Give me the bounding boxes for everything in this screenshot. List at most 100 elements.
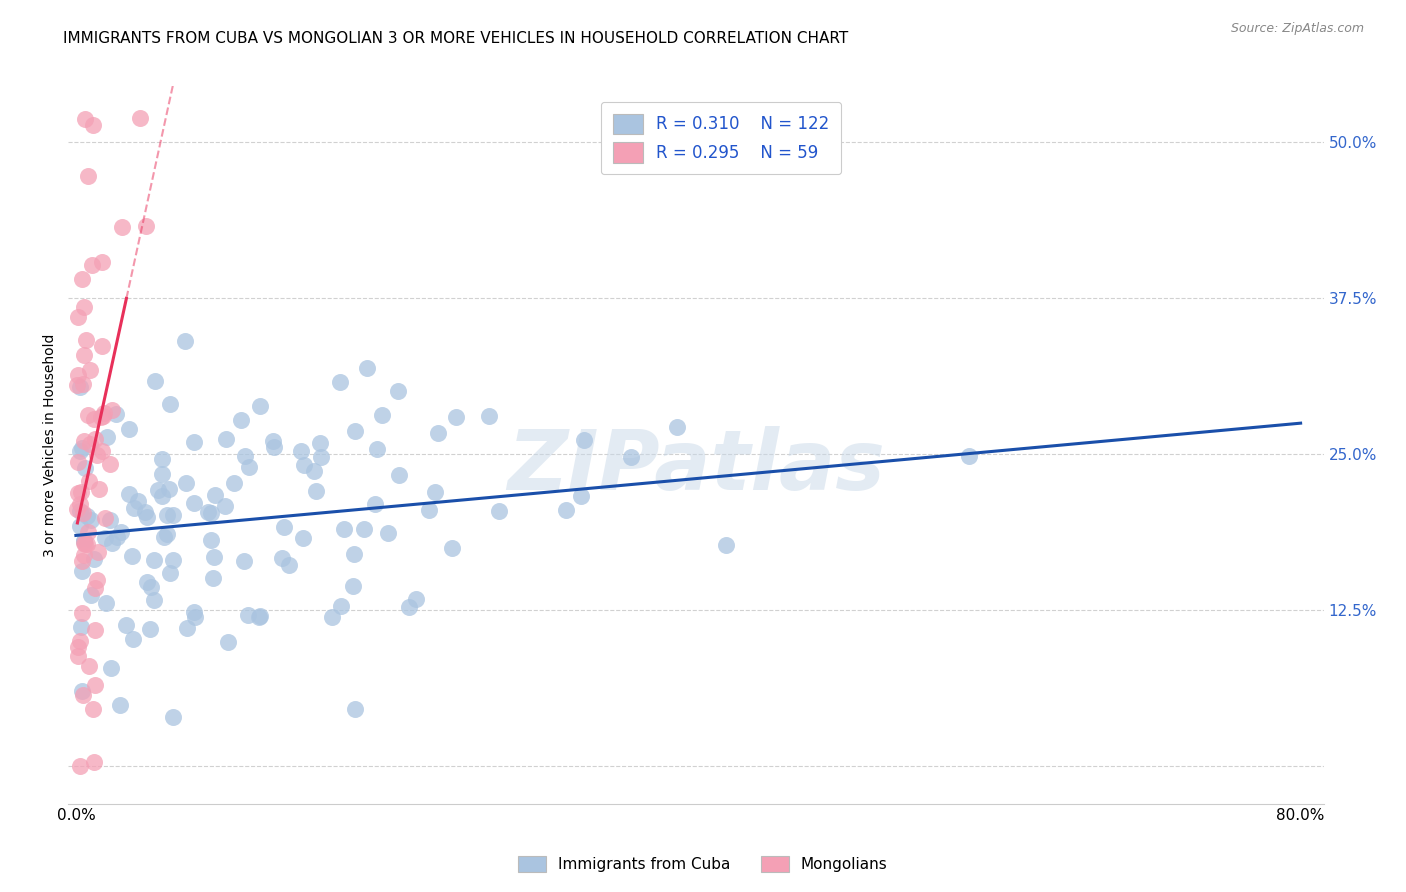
Point bbox=[309, 436, 332, 450]
Point bbox=[82, 118, 104, 132]
Point bbox=[136, 574, 159, 589]
Point bbox=[215, 432, 238, 446]
Point bbox=[157, 483, 180, 497]
Point bbox=[69, 759, 91, 773]
Point bbox=[353, 522, 375, 536]
Point bbox=[714, 538, 737, 552]
Point bbox=[122, 500, 145, 515]
Legend: Immigrants from Cuba, Mongolians: Immigrants from Cuba, Mongolians bbox=[510, 848, 896, 880]
Point bbox=[305, 483, 328, 498]
Point bbox=[121, 549, 143, 563]
Point bbox=[387, 384, 409, 398]
Point bbox=[343, 547, 366, 561]
Point bbox=[427, 426, 450, 441]
Point bbox=[69, 620, 91, 634]
Point bbox=[217, 634, 239, 648]
Point bbox=[388, 468, 411, 483]
Point bbox=[67, 455, 90, 469]
Point bbox=[72, 506, 94, 520]
Point bbox=[76, 537, 98, 551]
Point bbox=[418, 503, 440, 517]
Point bbox=[321, 609, 343, 624]
Point bbox=[249, 399, 271, 413]
Point bbox=[72, 377, 94, 392]
Point bbox=[72, 554, 94, 568]
Point bbox=[290, 443, 312, 458]
Point bbox=[90, 409, 112, 424]
Point bbox=[330, 599, 353, 613]
Text: ZIPatlas: ZIPatlas bbox=[508, 426, 884, 507]
Point bbox=[79, 363, 101, 377]
Point bbox=[100, 661, 122, 675]
Point bbox=[364, 497, 387, 511]
Point bbox=[184, 610, 207, 624]
Point bbox=[620, 450, 643, 464]
Point bbox=[200, 533, 222, 548]
Point bbox=[83, 552, 105, 566]
Point bbox=[73, 534, 96, 549]
Point bbox=[183, 605, 205, 619]
Point bbox=[142, 553, 165, 567]
Point bbox=[70, 564, 93, 578]
Point bbox=[278, 558, 301, 572]
Point bbox=[118, 422, 141, 436]
Point bbox=[292, 458, 315, 473]
Point bbox=[66, 368, 89, 383]
Point bbox=[79, 437, 101, 451]
Point bbox=[200, 506, 222, 520]
Point bbox=[94, 596, 117, 610]
Point bbox=[231, 413, 253, 427]
Point bbox=[83, 678, 105, 692]
Point bbox=[80, 513, 103, 527]
Point bbox=[202, 571, 225, 585]
Point bbox=[66, 485, 89, 500]
Point bbox=[162, 710, 184, 724]
Point bbox=[83, 623, 105, 637]
Point bbox=[238, 460, 260, 475]
Point bbox=[122, 632, 145, 646]
Point bbox=[66, 649, 89, 664]
Point bbox=[66, 640, 89, 654]
Point bbox=[111, 219, 134, 234]
Point bbox=[86, 448, 108, 462]
Point bbox=[83, 432, 105, 446]
Point bbox=[73, 434, 96, 448]
Point bbox=[423, 485, 446, 500]
Point bbox=[91, 255, 114, 269]
Point bbox=[79, 659, 101, 673]
Point bbox=[159, 566, 181, 580]
Point bbox=[371, 408, 394, 422]
Point bbox=[271, 550, 294, 565]
Point bbox=[94, 531, 117, 545]
Point bbox=[263, 440, 285, 454]
Point bbox=[101, 402, 124, 417]
Point bbox=[72, 606, 94, 620]
Point bbox=[238, 607, 260, 622]
Point bbox=[127, 493, 149, 508]
Point bbox=[159, 397, 181, 411]
Point bbox=[96, 430, 118, 444]
Point bbox=[90, 339, 112, 353]
Point bbox=[377, 526, 399, 541]
Legend: R = 0.310    N = 122, R = 0.295    N = 59: R = 0.310 N = 122, R = 0.295 N = 59 bbox=[600, 102, 841, 174]
Point bbox=[555, 503, 578, 517]
Point bbox=[83, 581, 105, 595]
Y-axis label: 3 or more Vehicles in Household: 3 or more Vehicles in Household bbox=[44, 334, 58, 557]
Point bbox=[66, 502, 89, 516]
Point bbox=[222, 475, 245, 490]
Point bbox=[75, 536, 97, 550]
Point bbox=[83, 755, 105, 769]
Point bbox=[69, 633, 91, 648]
Point bbox=[488, 504, 510, 518]
Point bbox=[93, 406, 115, 420]
Point bbox=[110, 698, 132, 712]
Point bbox=[204, 488, 226, 502]
Point bbox=[143, 592, 166, 607]
Point bbox=[273, 520, 295, 534]
Point bbox=[135, 510, 157, 524]
Point bbox=[162, 508, 184, 522]
Point bbox=[405, 591, 427, 606]
Point bbox=[478, 409, 501, 423]
Point bbox=[69, 444, 91, 458]
Point bbox=[87, 544, 110, 558]
